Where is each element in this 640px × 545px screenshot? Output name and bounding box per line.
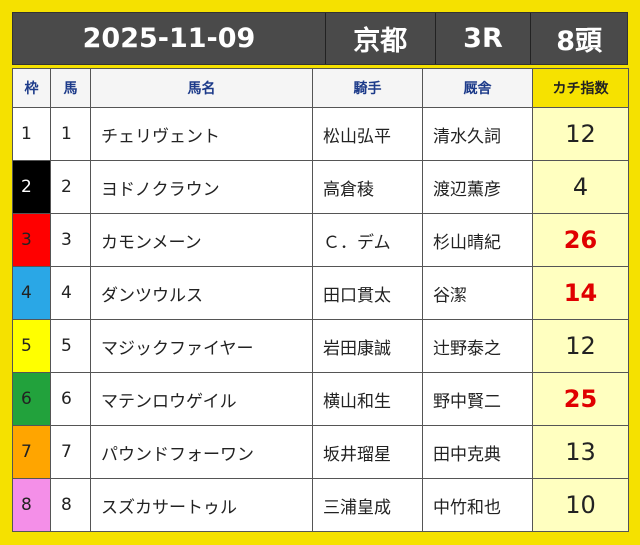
trainer-cell: 田中克典 [422,425,533,479]
horse-name-cell: スズカサートゥル [90,478,313,532]
table-header-row: 枠 馬 馬名 騎手 厩舎 カチ指数 [12,68,629,108]
index-cell: 10 [532,478,629,532]
horse-number-cell: 6 [50,372,91,426]
col-index: カチ指数 [532,68,629,108]
horse-number-cell: 1 [50,107,91,161]
col-trainer: 厩舎 [422,68,533,108]
waku-cell: 2 [12,160,51,214]
race-number: 3R [436,13,532,64]
index-cell: 12 [532,107,629,161]
race-venue: 京都 [326,13,436,64]
table-row: 7 7 パウンドフォーワン 坂井瑠星 田中克典 13 [12,425,629,479]
waku-cell: 1 [12,107,51,161]
horse-name-cell: マテンロウゲイル [90,372,313,426]
table-row: 4 4 ダンツウルス 田口貫太 谷潔 14 [12,266,629,320]
jockey-cell: 岩田康誠 [312,319,423,373]
table-row: 3 3 カモンメーン Ｃ．デム 杉山晴紀 26 [12,213,629,267]
trainer-cell: 辻野泰之 [422,319,533,373]
table-row: 6 6 マテンロウゲイル 横山和生 野中賢二 25 [12,372,629,426]
index-cell: 14 [532,266,629,320]
horse-name-cell: パウンドフォーワン [90,425,313,479]
horse-name-cell: マジックファイヤー [90,319,313,373]
trainer-cell: 中竹和也 [422,478,533,532]
horse-number-cell: 7 [50,425,91,479]
horse-number-cell: 3 [50,213,91,267]
race-header: 2025-11-09 京都 3R 8頭 [12,12,628,65]
trainer-cell: 野中賢二 [422,372,533,426]
jockey-cell: 松山弘平 [312,107,423,161]
horse-number-cell: 2 [50,160,91,214]
race-heads: 8頭 [556,26,603,57]
race-date: 2025-11-09 [13,13,326,64]
trainer-cell: 渡辺薫彦 [422,160,533,214]
horse-number-cell: 5 [50,319,91,373]
trainer-cell: 谷潔 [422,266,533,320]
col-waku: 枠 [12,68,51,108]
horse-name-cell: カモンメーン [90,213,313,267]
trainer-cell: 清水久詞 [422,107,533,161]
horse-name-cell: ダンツウルス [90,266,313,320]
table-row: 5 5 マジックファイヤー 岩田康誠 辻野泰之 12 [12,319,629,373]
waku-cell: 4 [12,266,51,320]
entries-table: 枠 馬 馬名 騎手 厩舎 カチ指数 1 1 チェリヴェント 松山弘平 清水久詞 12 2 2 ヨ… [12,68,629,532]
jockey-cell: 横山和生 [312,372,423,426]
index-cell: 13 [532,425,629,479]
index-cell: 25 [532,372,629,426]
index-cell: 26 [532,213,629,267]
jockey-cell: 坂井瑠星 [312,425,423,479]
col-name: 馬名 [90,68,313,108]
horse-number-cell: 4 [50,266,91,320]
col-uma: 馬 [50,68,91,108]
index-cell: 4 [532,160,629,214]
horse-name-cell: チェリヴェント [90,107,313,161]
table-row: 8 8 スズカサートゥル 三浦皇成 中竹和也 10 [12,478,629,532]
table-row: 2 2 ヨドノクラウン 高倉稜 渡辺薫彦 4 [12,160,629,214]
jockey-cell: Ｃ．デム [312,213,423,267]
jockey-cell: 高倉稜 [312,160,423,214]
waku-cell: 8 [12,478,51,532]
horse-number-cell: 8 [50,478,91,532]
jockey-cell: 田口貫太 [312,266,423,320]
waku-cell: 3 [12,213,51,267]
waku-cell: 5 [12,319,51,373]
index-cell: 12 [532,319,629,373]
col-jockey: 騎手 [312,68,423,108]
jockey-cell: 三浦皇成 [312,478,423,532]
waku-cell: 6 [12,372,51,426]
horse-name-cell: ヨドノクラウン [90,160,313,214]
table-row: 1 1 チェリヴェント 松山弘平 清水久詞 12 [12,107,629,161]
waku-cell: 7 [12,425,51,479]
trainer-cell: 杉山晴紀 [422,213,533,267]
